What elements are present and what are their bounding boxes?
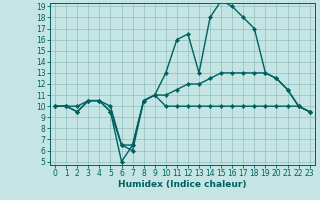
X-axis label: Humidex (Indice chaleur): Humidex (Indice chaleur) [118,180,247,189]
